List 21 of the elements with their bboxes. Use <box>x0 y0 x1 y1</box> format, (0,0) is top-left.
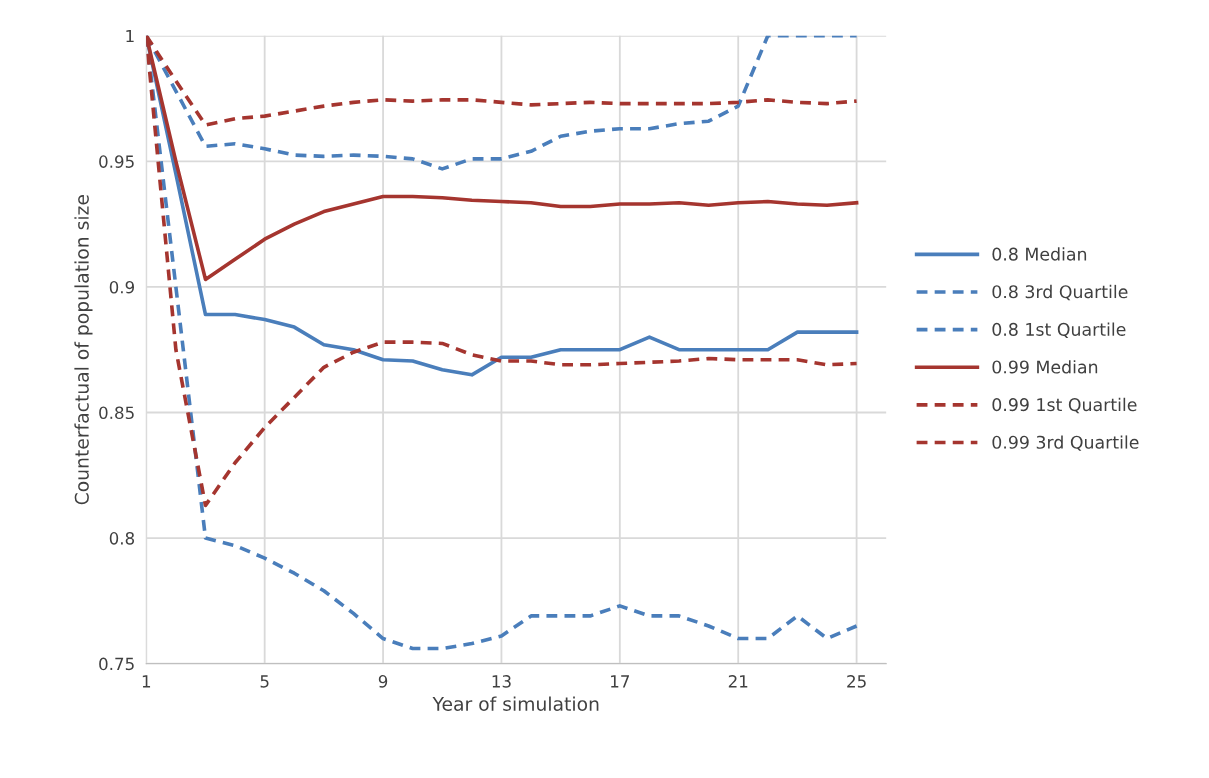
legend-label: 0.99 1st Quartile <box>992 397 1137 414</box>
legend-label: 0.8 3rd Quartile <box>992 284 1128 301</box>
legend-label: 0.8 1st Quartile <box>992 322 1126 338</box>
x-tick-label: 25 <box>847 675 866 688</box>
x-tick-label: 21 <box>728 675 748 688</box>
x-tick-label: 17 <box>611 675 630 688</box>
legend-label: 0.99 Median <box>992 360 1098 374</box>
x-tick-label: 1 <box>142 675 151 688</box>
y-tick-label: 0.9 <box>109 280 135 294</box>
legend-label: 0.8 Median <box>992 247 1087 261</box>
y-tick-label: 0.75 <box>99 657 134 671</box>
y-axis-title: Counterfactual of population size <box>74 195 93 505</box>
x-tick-label: 13 <box>492 675 511 688</box>
y-tick-label: 0.95 <box>99 155 134 168</box>
y-tick-label: 1 <box>126 29 134 43</box>
y-tick-label: 0.8 <box>109 532 135 545</box>
x-tick-label: 5 <box>260 675 269 688</box>
x-axis-title: Year of simulation <box>432 696 599 711</box>
y-tick-label: 0.85 <box>99 406 134 420</box>
x-tick-label: 9 <box>378 675 388 688</box>
legend-label: 0.99 3rd Quartile <box>992 435 1139 451</box>
